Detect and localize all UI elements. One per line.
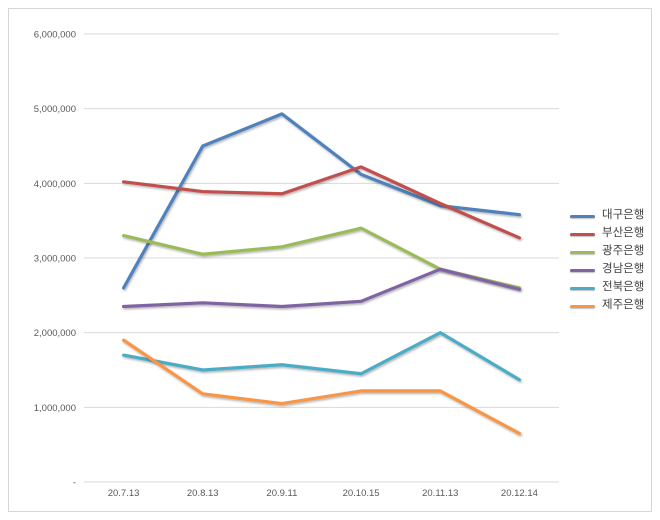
x-axis-tick-label: 20.7.13 — [108, 488, 140, 499]
legend-line-swatch — [570, 250, 595, 254]
y-axis-tick-label: 1,000,000 — [34, 403, 76, 414]
y-axis-tick-label: 4,000,000 — [34, 179, 76, 190]
legend-item-gyeongnam: 경남은행 — [570, 261, 644, 279]
y-axis-tick-label: 6,000,000 — [34, 30, 76, 41]
x-axis-tick-label: 20.11.13 — [422, 488, 458, 499]
legend-label: 경남은행 — [602, 263, 645, 276]
legend-line-swatch — [570, 304, 595, 308]
series-line-1 — [121, 165, 522, 240]
x-axis-tick-label: 20.10.15 — [343, 488, 380, 499]
legend-item-busan: 부산은행 — [570, 225, 644, 243]
legend-line-swatch — [570, 286, 595, 290]
legend-label: 부산은행 — [602, 227, 645, 240]
legend-item-jeonbuk: 전북은행 — [570, 279, 644, 297]
legend: 대구은행 부산은행 광주은행 경남은행 전북은행 제주은행 — [570, 207, 644, 315]
legend-label: 광주은행 — [602, 245, 645, 258]
y-axis-tick-label: - — [73, 478, 76, 489]
legend-item-daegu: 대구은행 — [570, 207, 644, 225]
x-axis-tick-label: 20.12.14 — [501, 488, 538, 499]
x-axis-tick-label: 20.8.13 — [187, 488, 219, 499]
legend-item-jeju: 제주은행 — [570, 297, 644, 315]
series-line-4 — [121, 331, 522, 382]
legend-label: 대구은행 — [602, 209, 645, 222]
y-axis-tick-label: 3,000,000 — [34, 254, 76, 265]
y-axis-tick-label: 5,000,000 — [34, 104, 76, 115]
line-chart-plot-area: 6,000,000 5,000,000 4,000,000 3,000,000 2,00… — [34, 30, 559, 499]
series-line-5 — [121, 338, 522, 436]
series-line-3 — [121, 267, 522, 309]
chart-frame: 6,000,000 5,000,000 4,000,000 3,000,000 2,00… — [8, 8, 652, 512]
legend-label: 제주은행 — [602, 299, 645, 312]
legend-line-swatch — [570, 268, 595, 272]
legend-label: 전북은행 — [602, 281, 645, 294]
legend-item-gwangju: 광주은행 — [570, 243, 644, 261]
y-axis-tick-label: 2,000,000 — [34, 328, 76, 339]
legend-line-swatch — [570, 232, 595, 236]
x-axis-tick-label: 20.9.11 — [266, 488, 297, 499]
series-line-0 — [121, 112, 522, 290]
legend-line-swatch — [570, 214, 595, 218]
